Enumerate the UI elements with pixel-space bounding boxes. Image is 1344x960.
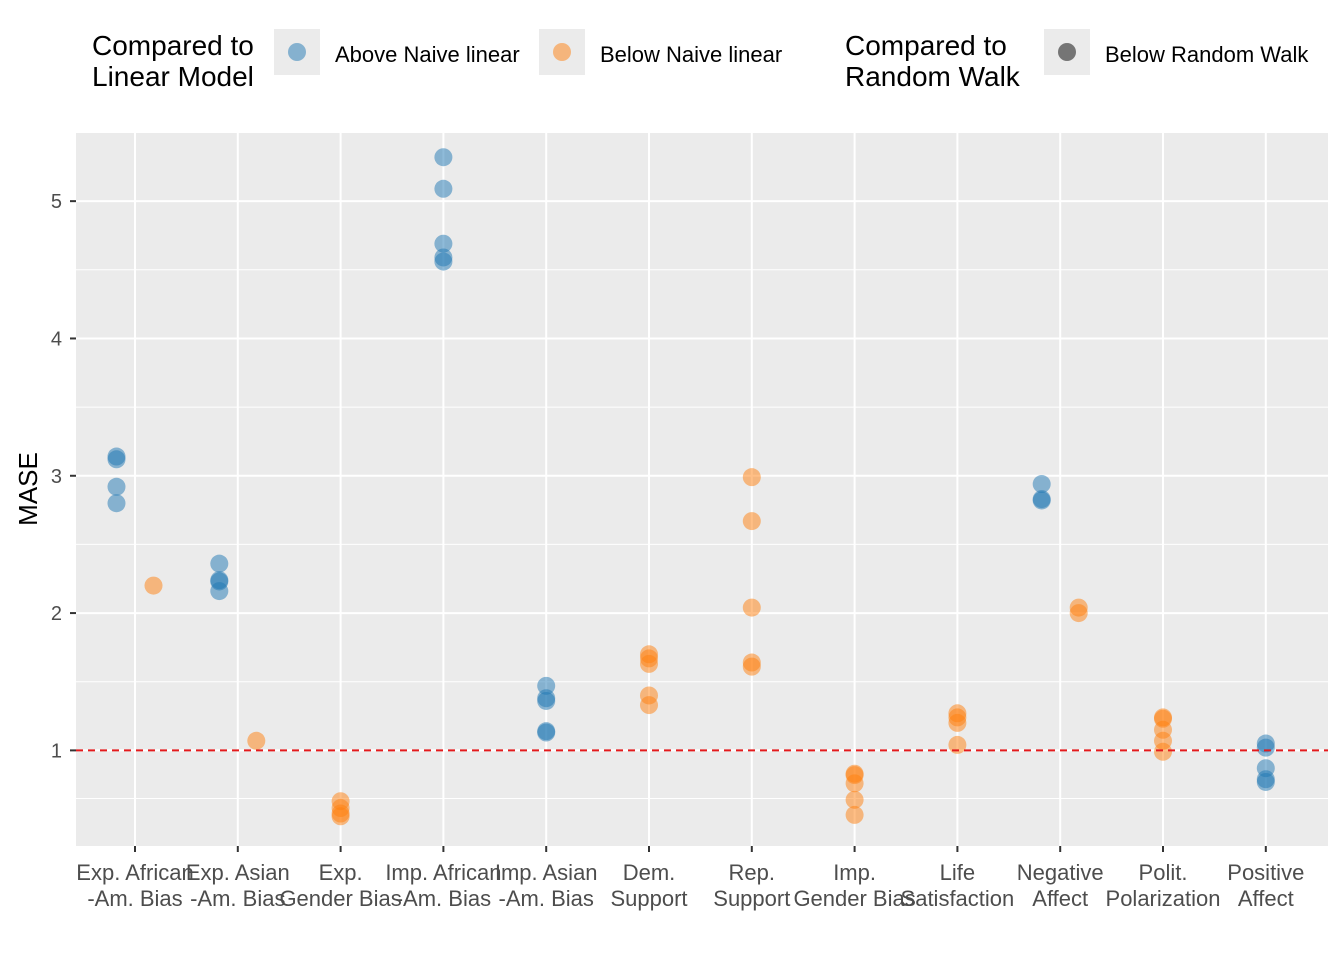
x-tick-label: Negative	[1017, 860, 1104, 885]
data-point-above	[1032, 491, 1051, 510]
data-point-below	[845, 774, 864, 793]
legend-title-line1: Compared to	[845, 30, 1007, 61]
y-axis-title: MASE	[13, 452, 43, 526]
data-point-below	[144, 576, 163, 595]
gridlines	[76, 132, 1328, 846]
data-point-above	[434, 252, 453, 271]
legend-title-line1: Compared to	[92, 30, 254, 61]
data-point-above	[434, 179, 453, 198]
x-tick-label: Positive	[1227, 860, 1304, 885]
legend-key-below	[553, 43, 571, 61]
x-tick-label: Support	[713, 886, 790, 911]
y-axis: 1 2 3 4 5	[51, 191, 76, 762]
x-tick-label: -Am. Bias	[190, 886, 285, 911]
x-tick-label: Polarization	[1106, 886, 1221, 911]
x-tick-label: -Am. Bias	[396, 886, 491, 911]
y-tick-label: 3	[51, 466, 62, 488]
data-point-above	[537, 723, 556, 742]
data-point-below	[845, 790, 864, 809]
data-point-below	[331, 807, 350, 826]
data-point-below	[948, 713, 967, 732]
data-point-below	[742, 512, 761, 531]
x-tick-label: Rep.	[729, 860, 775, 885]
data-point-above	[107, 450, 126, 469]
plot-panel	[76, 132, 1328, 846]
data-point-below	[640, 696, 658, 715]
x-tick-label: Polit.	[1139, 860, 1188, 885]
legend-label-random-walk: Below Random Walk	[1105, 42, 1309, 67]
data-point-below	[1154, 742, 1172, 761]
x-tick-label: Affect	[1238, 886, 1294, 911]
legend-title-line2: Linear Model	[92, 61, 254, 92]
x-tick-label: Satisfaction	[901, 886, 1015, 911]
x-tick-label: Exp. African	[76, 860, 193, 885]
x-tick-label: Imp. Asian	[495, 860, 598, 885]
data-point-above	[210, 554, 229, 573]
legend-label-below: Below Naive linear	[600, 42, 782, 67]
x-tick-label: Support	[610, 886, 687, 911]
data-point-below	[742, 598, 761, 617]
data-point-above	[210, 582, 229, 601]
x-tick-label: Imp.	[833, 860, 876, 885]
data-point-above	[434, 148, 453, 167]
x-tick-label: -Am. Bias	[499, 886, 594, 911]
legend: Compared to Linear Model Above Naive lin…	[92, 29, 1309, 92]
data-point-below	[247, 731, 266, 750]
x-tick-label: Dem.	[623, 860, 676, 885]
y-tick-label: 5	[51, 191, 62, 213]
y-tick-label: 4	[51, 328, 62, 350]
legend-group-linear-model: Compared to Linear Model Above Naive lin…	[92, 29, 782, 92]
legend-title-line2: Random Walk	[845, 61, 1021, 92]
legend-group-random-walk: Compared to Random Walk Below Random Wal…	[845, 29, 1309, 92]
x-tick-label: Life	[940, 860, 975, 885]
x-tick-label: -Am. Bias	[87, 886, 182, 911]
x-tick-label: Gender Bias	[279, 886, 401, 911]
data-point-above	[107, 494, 126, 513]
x-tick-label: Imp. African	[385, 860, 501, 885]
data-point-below	[742, 468, 761, 487]
data-point-below	[1069, 604, 1088, 623]
data-point-above	[1256, 738, 1275, 757]
legend-key-random-walk	[1058, 43, 1076, 61]
y-tick-label: 2	[51, 603, 62, 625]
data-point-above	[537, 691, 556, 710]
x-tick-label: Affect	[1032, 886, 1088, 911]
data-point-above	[1256, 772, 1275, 791]
data-point-above	[1032, 475, 1051, 494]
data-point-below	[845, 805, 864, 824]
x-tick-label: Exp. Asian	[186, 860, 290, 885]
data-point-above	[537, 676, 556, 695]
data-point-below	[742, 657, 761, 676]
data-point-below	[640, 654, 658, 673]
legend-key-above	[288, 43, 306, 61]
y-tick-label: 1	[51, 740, 62, 762]
legend-label-above: Above Naive linear	[335, 42, 520, 67]
x-tick-label: Exp.	[319, 860, 363, 885]
x-tick-label: Gender Bias	[793, 886, 915, 911]
data-point-above	[434, 234, 453, 253]
data-point-above	[107, 477, 126, 496]
